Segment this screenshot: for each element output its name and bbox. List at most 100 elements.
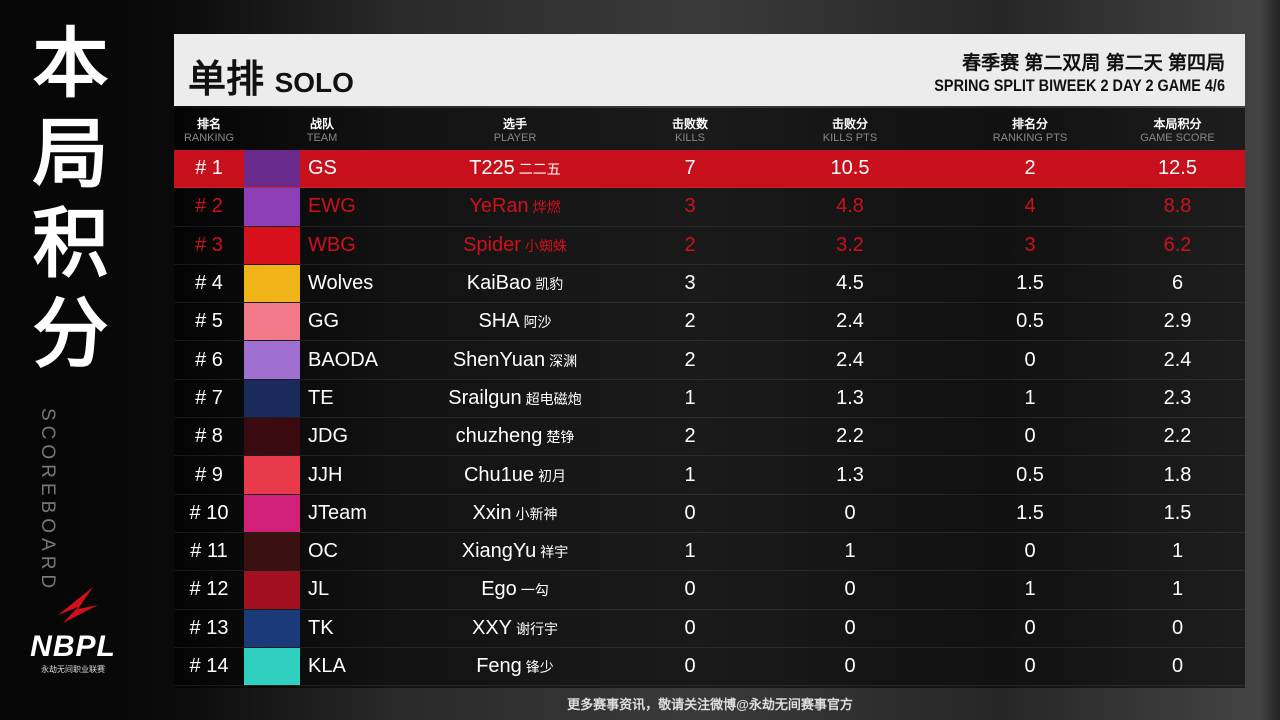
table-row: # 11 OC XiangYu 祥宇 1 1 0 1 bbox=[174, 532, 1245, 572]
col-player: 选手 PLAYER bbox=[493, 116, 537, 144]
col-kills: 击败数 KILLS bbox=[671, 116, 708, 144]
nbpl-logo: NBPL 永劫无间职业联赛 bbox=[18, 585, 128, 675]
kills-pts: 2.2 bbox=[836, 425, 864, 448]
kills-pts: 10.5 bbox=[830, 157, 870, 180]
rank: # 3 bbox=[195, 233, 223, 256]
game-score: 2.4 bbox=[1163, 348, 1192, 371]
table-body: # 1 GS T225 二二五 7 10.5 2 12.5 # 2 EWG YeRa… bbox=[174, 150, 1245, 687]
player-name-cn: 初月 bbox=[538, 467, 567, 484]
team-logo-icon bbox=[244, 456, 300, 494]
game-score: 6.2 bbox=[1163, 233, 1192, 256]
team-logo-icon bbox=[244, 571, 300, 609]
kills: 2 bbox=[684, 425, 696, 448]
player-name: XiangYu bbox=[461, 540, 537, 563]
col-ranking-pts: 排名分 RANKING PTS bbox=[992, 116, 1068, 144]
player-name-cn: 凯豹 bbox=[535, 276, 564, 293]
game-score: 1 bbox=[1171, 578, 1184, 601]
player-name-cn: 楚铮 bbox=[546, 429, 575, 446]
team-name: WBG bbox=[308, 233, 356, 256]
player-name-cn: 祥宇 bbox=[540, 544, 569, 561]
table-row: # 14 KLA Feng 锋少 0 0 0 0 bbox=[174, 647, 1245, 687]
player-name-cn: 深渊 bbox=[549, 352, 578, 369]
game-score: 0 bbox=[1171, 655, 1184, 677]
kills-pts: 1.3 bbox=[836, 386, 864, 409]
player: KaiBao 凯豹 bbox=[400, 272, 630, 295]
player-name: SHA bbox=[478, 310, 520, 333]
team-logo-icon bbox=[244, 494, 300, 532]
kills: 0 bbox=[684, 655, 696, 677]
player: YeRan 烨燃 bbox=[400, 195, 630, 218]
rank: # 4 bbox=[195, 272, 223, 295]
kills: 0 bbox=[684, 616, 696, 639]
game-score: 2.9 bbox=[1163, 310, 1192, 333]
team-logo-icon bbox=[244, 532, 300, 571]
table-row: # 7 TE Srailgun 超电磁炮 1 1.3 1 2.3 bbox=[174, 379, 1245, 419]
ranking-pts: 1 bbox=[1024, 578, 1036, 601]
team-name: GG bbox=[308, 310, 340, 333]
table-row: # 3 WBG Spider 小蜘蛛 2 3.2 3 6.2 bbox=[174, 226, 1245, 265]
kills-pts: 3.2 bbox=[836, 233, 864, 256]
player: SHA 阿沙 bbox=[400, 310, 630, 333]
player-name-cn: 超电磁炮 bbox=[525, 390, 582, 407]
rank: # 10 bbox=[189, 501, 229, 524]
game-score: 12.5 bbox=[1158, 157, 1197, 180]
team-name: Wolves bbox=[308, 272, 374, 295]
player-name: Xxin bbox=[472, 501, 512, 524]
player-name: Ego bbox=[481, 578, 517, 601]
player-name-cn: 二二五 bbox=[518, 161, 561, 178]
player-name: Feng bbox=[476, 655, 522, 677]
table-row: # 10 JTeam Xxin 小新神 0 0 1.5 1.5 bbox=[174, 494, 1245, 533]
rank: # 9 bbox=[195, 463, 223, 486]
col-team: 战队 TEAM bbox=[306, 116, 338, 144]
player-name: XXY bbox=[471, 616, 513, 639]
team-logo-icon bbox=[244, 264, 300, 303]
game-score: 1 bbox=[1171, 540, 1184, 563]
team-name: EWG bbox=[308, 195, 356, 218]
ranking-pts: 4 bbox=[1024, 195, 1036, 218]
col-kills-pts: 击败分 KILLS PTS bbox=[822, 116, 878, 144]
table-row: # 12 JL Ego 一勾 0 0 1 1 bbox=[174, 571, 1245, 610]
ranking-pts: 0 bbox=[1024, 425, 1036, 448]
player: XiangYu 祥宇 bbox=[400, 540, 630, 563]
kills: 1 bbox=[684, 463, 696, 486]
team-logo-icon bbox=[244, 150, 300, 188]
kills-pts: 0 bbox=[844, 501, 856, 524]
game-score: 1.5 bbox=[1163, 501, 1192, 524]
player-name: KaiBao bbox=[466, 272, 532, 295]
rank: # 14 bbox=[189, 655, 229, 677]
ranking-pts: 0 bbox=[1024, 616, 1036, 639]
player-name-cn: 烨燃 bbox=[532, 199, 561, 216]
player-name: ShenYuan bbox=[452, 348, 546, 371]
game-score: 0 bbox=[1171, 616, 1184, 639]
game-score: 6 bbox=[1171, 272, 1184, 295]
footer-note: 更多赛事资讯，敬请关注微博@永劫无间赛事官方 bbox=[567, 697, 853, 712]
rank: # 1 bbox=[195, 157, 223, 180]
kills: 7 bbox=[684, 157, 696, 180]
table-header: 排名 RANKING 战队 TEAM 选手 PLAYER 击败数 KILLS 击败分 KI… bbox=[174, 108, 1245, 150]
mode-title-en: SOLO bbox=[274, 67, 354, 98]
kills: 0 bbox=[684, 578, 696, 601]
table-row: # 13 TK XXY 谢行宇 0 0 0 0 bbox=[174, 609, 1245, 648]
team-logo-icon bbox=[244, 303, 300, 341]
ranking-pts: 0.5 bbox=[1016, 463, 1044, 486]
ranking-pts: 0 bbox=[1024, 540, 1036, 563]
kills-pts: 1.3 bbox=[836, 463, 864, 486]
rank: # 6 bbox=[195, 348, 223, 371]
kills-pts: 0 bbox=[844, 655, 856, 677]
player: Spider 小蜘蛛 bbox=[400, 234, 630, 257]
kills: 1 bbox=[684, 386, 696, 409]
player: Chu1ue 初月 bbox=[400, 464, 630, 487]
player-name: T225 bbox=[469, 157, 515, 180]
kills-pts: 1 bbox=[844, 540, 856, 563]
kills-pts: 0 bbox=[844, 578, 856, 601]
kills: 2 bbox=[684, 233, 696, 256]
header-banner: 单排 SOLO 春季赛 第二双周 第二天 第四局 SPRING SPLIT BI… bbox=[174, 34, 1245, 106]
logo-mark-icon bbox=[58, 587, 98, 623]
col-game-score: 本局积分 GAME SCORE bbox=[1140, 116, 1215, 144]
kills: 1 bbox=[684, 540, 696, 563]
player: T225 二二五 bbox=[400, 157, 630, 180]
rank: # 13 bbox=[189, 616, 229, 639]
mode-title-cn: 单排 bbox=[188, 59, 265, 101]
ranking-pts: 0 bbox=[1024, 655, 1036, 677]
team-logo-icon bbox=[244, 418, 300, 456]
